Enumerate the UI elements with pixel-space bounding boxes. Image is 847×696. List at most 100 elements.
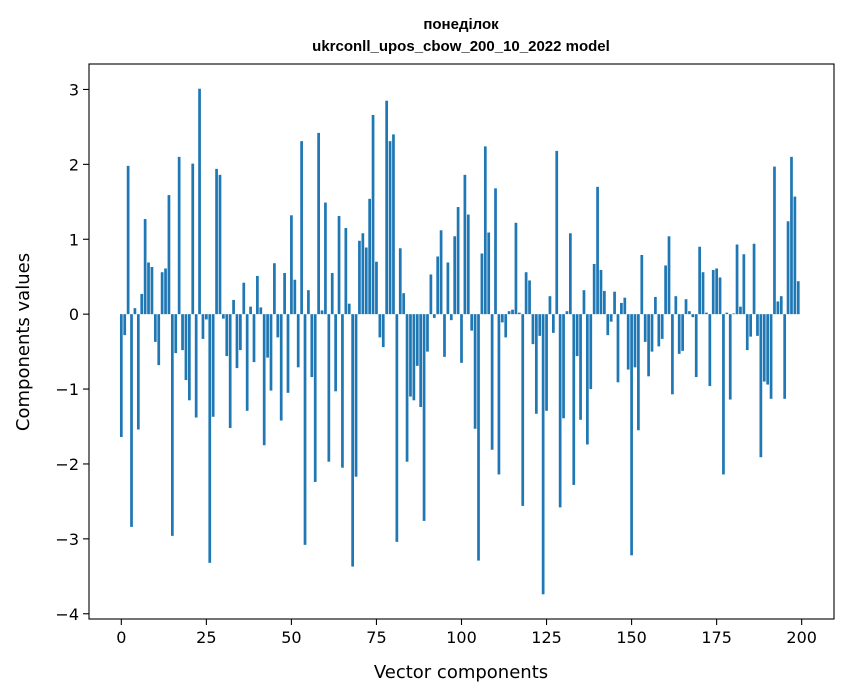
x-tick-label-175: 175	[701, 628, 732, 647]
bar-166	[684, 299, 688, 315]
bar-49	[286, 314, 290, 393]
bar-167	[688, 311, 691, 315]
bar-137	[586, 314, 589, 445]
bar-150	[630, 314, 633, 556]
bar-48	[283, 272, 286, 315]
bar-155	[647, 314, 650, 377]
bar-112	[500, 314, 504, 323]
bar-17	[177, 156, 181, 315]
bar-101	[463, 174, 467, 315]
bar-54	[303, 314, 307, 545]
bar-198	[793, 196, 797, 315]
bar-26	[208, 314, 212, 563]
bar-119	[524, 272, 528, 315]
bar-14	[167, 195, 171, 315]
bars	[119, 88, 800, 595]
bar-171	[701, 272, 705, 315]
bar-75	[375, 261, 378, 315]
bar-199	[796, 281, 800, 315]
y-tick-label--3: −3	[55, 530, 79, 549]
y-tick-label-2: 2	[69, 155, 79, 174]
bar-128	[555, 150, 559, 315]
bar-179	[728, 314, 732, 400]
bar-39	[252, 314, 256, 363]
bar-190	[766, 314, 770, 385]
bar-131	[565, 311, 569, 315]
bar-42	[262, 314, 266, 446]
bar-127	[551, 314, 555, 333]
bar-145	[613, 291, 616, 315]
bar-29	[218, 174, 222, 315]
bar-186	[752, 243, 756, 315]
bar-72	[364, 247, 368, 315]
x-tick-label-0: 0	[116, 628, 126, 647]
bar-74	[371, 114, 375, 315]
bar-40	[256, 275, 259, 315]
bar-159	[660, 314, 664, 339]
bar-141	[599, 269, 603, 315]
bar-28	[215, 168, 218, 315]
bar-181	[735, 244, 739, 315]
bar-105	[477, 314, 480, 561]
y-tick-label--1: −1	[55, 380, 79, 399]
bar-46	[276, 314, 280, 338]
bar-113	[504, 314, 508, 338]
bar-182	[739, 306, 742, 315]
bar-162	[671, 314, 674, 395]
x-tick-label-75: 75	[366, 628, 386, 647]
chart-title: понеділок	[423, 16, 499, 33]
bar-9	[150, 266, 154, 315]
bar-71	[361, 233, 365, 315]
bar-154	[643, 314, 647, 342]
bar-161	[667, 236, 671, 315]
bar-87	[415, 314, 419, 366]
bar-15	[170, 314, 174, 536]
bar-138	[589, 314, 593, 390]
bar-60	[324, 202, 327, 315]
chart-subtitle: ukrconll_upos_cbow_200_10_2022 model	[312, 38, 610, 55]
bar-55	[307, 290, 310, 315]
bar-103	[470, 314, 474, 331]
bar-70	[358, 240, 361, 315]
bar-160	[664, 265, 667, 315]
bar-73	[368, 198, 372, 315]
bar-34	[235, 314, 239, 369]
bar-52	[296, 314, 300, 368]
bar-121	[531, 314, 535, 345]
bar-163	[674, 296, 678, 315]
bar-27	[211, 314, 215, 417]
bar-77	[381, 314, 385, 348]
bar-126	[548, 296, 552, 315]
bar-25	[205, 314, 208, 320]
bar-81	[395, 314, 399, 542]
bar-2	[126, 165, 130, 315]
bar-152	[637, 314, 640, 431]
bar-168	[691, 314, 695, 318]
bar-130	[562, 314, 565, 419]
bar-30	[222, 314, 225, 319]
bar-164	[677, 314, 681, 354]
x-tick-label-200: 200	[786, 628, 817, 647]
bar-104	[473, 314, 477, 429]
bar-21	[191, 163, 195, 315]
bar-153	[640, 254, 644, 315]
bar-82	[398, 248, 402, 315]
x-tick-label-150: 150	[616, 628, 647, 647]
bar-193	[776, 301, 780, 315]
plot-frame	[88, 63, 835, 620]
bar-31	[225, 314, 229, 357]
bar-63	[334, 314, 337, 392]
bar-172	[705, 312, 708, 315]
bar-158	[657, 314, 661, 347]
bar-156	[650, 314, 654, 352]
bar-165	[681, 314, 684, 351]
bar-67	[347, 303, 351, 315]
bar-18	[181, 314, 184, 351]
bar-78	[385, 100, 389, 315]
bar-12	[160, 272, 164, 315]
bar-133	[572, 314, 576, 485]
bar-102	[466, 214, 470, 315]
bar-23	[198, 88, 201, 315]
bar-4	[133, 308, 137, 315]
